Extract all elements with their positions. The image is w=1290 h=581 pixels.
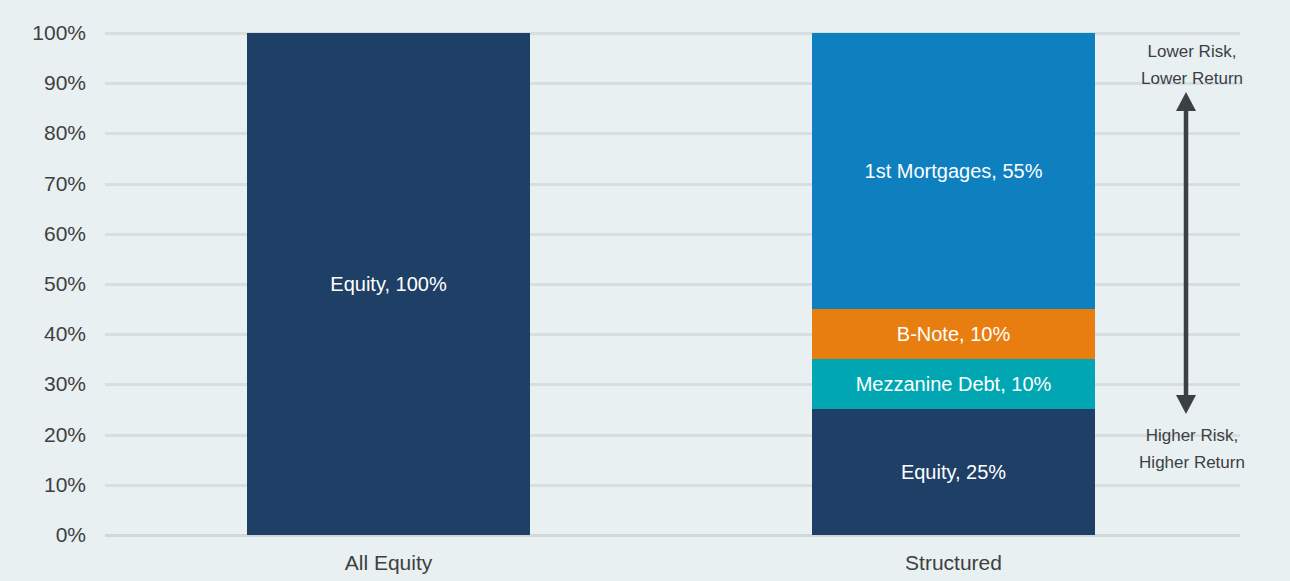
higher-risk-line1: Higher Risk, — [1108, 422, 1276, 449]
category-label-all-equity: All Equity — [247, 551, 530, 575]
bar-segment-data-label: Equity, 25% — [901, 461, 1006, 484]
higher-risk-line2: Higher Return — [1108, 449, 1276, 476]
lower-risk-annotation: Lower Risk, Lower Return — [1108, 38, 1276, 92]
y-tick-label-30%: 30% — [0, 370, 86, 398]
category-label-structured: Structured — [812, 551, 1095, 575]
bar-segment-data-label: Mezzanine Debt, 10% — [856, 373, 1052, 396]
stacked-bar-all-equity: Equity, 100% — [247, 33, 530, 535]
higher-risk-annotation: Higher Risk, Higher Return — [1108, 422, 1276, 476]
bar-segment-data-label: B-Note, 10% — [897, 323, 1010, 346]
y-tick-label-100%: 100% — [0, 19, 86, 47]
risk-return-double-arrow-icon — [1173, 92, 1199, 414]
lower-risk-line1: Lower Risk, — [1108, 38, 1276, 65]
stacked-bar-structured: 1st Mortgages, 55% B-Note, 10% Mezzanine D… — [812, 33, 1095, 535]
bar-segment-b-note: B-Note, 10% — [812, 309, 1095, 359]
y-tick-label-40%: 40% — [0, 320, 86, 348]
y-tick-label-90%: 90% — [0, 69, 86, 97]
capital-structure-chart: 0% 10% 20% 30% 40% 50% 60% 70% 80% 90% 100% Equity… — [0, 0, 1290, 581]
y-tick-label-80%: 80% — [0, 119, 86, 147]
y-tick-label-50%: 50% — [0, 270, 86, 298]
bar-segment-equity: Equity, 25% — [812, 409, 1095, 535]
bar-segment-data-label: 1st Mortgages, 55% — [865, 160, 1043, 183]
y-tick-label-10%: 10% — [0, 471, 86, 499]
bar-segment-mezzanine-debt: Mezzanine Debt, 10% — [812, 359, 1095, 409]
y-tick-label-60%: 60% — [0, 220, 86, 248]
y-tick-label-20%: 20% — [0, 421, 86, 449]
bar-segment-data-label: Equity, 100% — [330, 273, 446, 296]
bar-segment-1st-mortgages: 1st Mortgages, 55% — [812, 33, 1095, 309]
bar-segment-equity: Equity, 100% — [247, 33, 530, 535]
y-tick-label-70%: 70% — [0, 170, 86, 198]
y-tick-label-0%: 0% — [0, 521, 86, 549]
lower-risk-line2: Lower Return — [1108, 65, 1276, 92]
